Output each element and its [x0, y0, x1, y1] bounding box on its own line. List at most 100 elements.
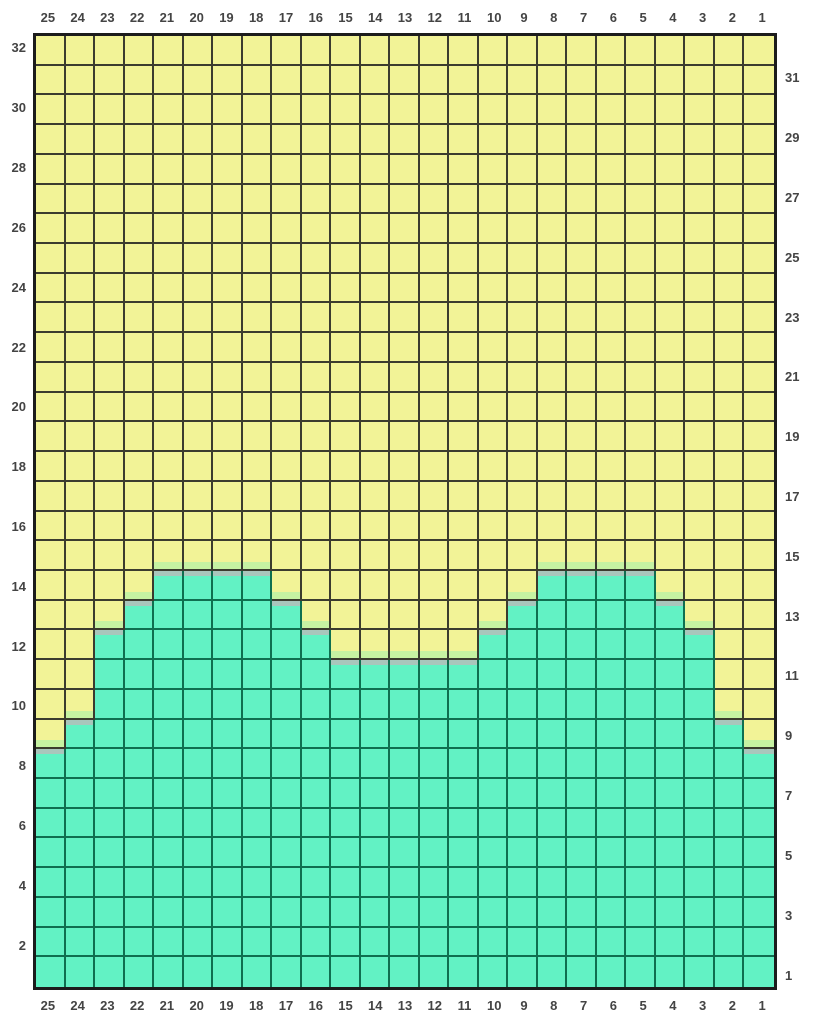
grid-cell-r15-c13	[390, 541, 420, 571]
grid-cell-r16-c20	[183, 511, 214, 542]
grid-cell-r22-c6	[596, 333, 627, 363]
grid-cell-r20-c19	[213, 392, 243, 423]
grid-cell-r4-c15	[331, 868, 361, 898]
grid-cell-r28-c24	[65, 154, 96, 185]
grid-cell-r3-c19	[213, 897, 243, 928]
grid-cell-r15-c18	[242, 541, 273, 571]
grid-cell-r29-c7	[567, 125, 597, 155]
grid-cell-r23-c19	[213, 303, 243, 334]
grid-cell-r20-c23	[95, 392, 125, 423]
grid-cell-r22-c22	[124, 333, 155, 363]
grid-cell-r1-c22	[124, 957, 155, 987]
grid-cell-r24-c25	[36, 273, 66, 304]
grid-cell-r5-c19	[213, 838, 243, 869]
grid-cell-r8-c17	[272, 749, 302, 779]
grid-cell-r10-c2	[714, 689, 745, 720]
grid-cell-r10-c16	[301, 689, 332, 720]
grid-cell-r30-c17	[272, 95, 302, 126]
grid-cell-r18-c12	[419, 452, 450, 482]
grid-cell-r29-c15	[331, 125, 361, 155]
row-labels-left: 32 30 28 26 24 22 20 18 16 14 12 10 8 6 4 2	[0, 33, 26, 990]
grid-cell-r21-c6	[596, 362, 627, 393]
grid-cell-r7-c22	[124, 778, 155, 809]
row-label-right	[785, 272, 814, 302]
grid-cell-r20-c5	[626, 392, 656, 423]
grid-cell-r14-c3	[685, 570, 715, 601]
column-label: 15	[338, 9, 353, 25]
grid-cell-r6-c2	[714, 808, 745, 839]
grid-cell-r6-c23	[95, 808, 125, 839]
grid-cell-r9-c1	[744, 719, 774, 750]
row-label-left: 6	[18, 818, 26, 834]
grid-cell-r13-c3	[685, 600, 715, 631]
grid-cell-r9-c16	[301, 719, 332, 750]
grid-cell-r19-c21	[154, 422, 184, 453]
grid-cell-r11-c25	[36, 660, 66, 690]
grid-cell-r13-c13	[390, 600, 420, 631]
grid-cell-r18-c1	[744, 452, 774, 482]
grid-cell-r22-c5	[626, 333, 656, 363]
column-label: 13	[397, 997, 413, 1013]
grid-cell-r31-c22	[124, 65, 155, 96]
grid-cell-r15-c14	[360, 541, 391, 571]
grid-cell-r16-c8	[537, 511, 568, 542]
grid-cell-r7-c7	[567, 778, 597, 809]
grid-cell-r13-c16	[301, 600, 332, 631]
grid-cell-r12-c3	[685, 630, 715, 661]
grid-cell-r18-c18	[242, 452, 273, 482]
grid-cell-r27-c4	[655, 184, 686, 215]
grid-cell-r27-c12	[419, 184, 450, 215]
grid-cell-r31-c4	[655, 65, 686, 96]
grid-cell-r22-c2	[714, 333, 745, 363]
column-label: 9	[520, 997, 528, 1013]
grid-cell-r6-c21	[154, 808, 184, 839]
grid-cell-r9-c25	[36, 719, 66, 750]
grid-cell-r29-c16	[301, 125, 332, 155]
grid-cell-r17-c22	[124, 481, 155, 512]
grid-cell-r7-c16	[301, 778, 332, 809]
grid-cell-r13-c8	[537, 600, 568, 631]
row-label-right	[785, 811, 814, 841]
grid-cell-r4-c11	[449, 868, 479, 898]
grid-cell-r12-c7	[567, 630, 597, 661]
grid-cell-r2-c23	[95, 927, 125, 958]
grid-cell-r16-c1	[744, 511, 774, 542]
grid-cell-r8-c9	[508, 749, 538, 779]
grid-cell-r2-c21	[154, 927, 184, 958]
grid-cell-r17-c20	[183, 481, 214, 512]
grid-cell-r12-c12	[419, 630, 450, 661]
grid-cell-r27-c11	[449, 184, 479, 215]
grid-cell-r23-c10	[478, 303, 509, 334]
grid-cell-r25-c13	[390, 244, 420, 274]
grid-cell-r10-c18	[242, 689, 273, 720]
row-label-right	[785, 512, 814, 542]
grid-cell-r1-c4	[655, 957, 686, 987]
grid-cell-r17-c13	[390, 481, 420, 512]
row-label-right: 15	[785, 548, 800, 564]
grid-cell-r30-c3	[685, 95, 715, 126]
grid-cell-r29-c8	[537, 125, 568, 155]
grid-cell-r2-c6	[596, 927, 627, 958]
grid-cell-r10-c21	[154, 689, 184, 720]
grid-cell-r11-c13	[390, 660, 420, 690]
grid-cell-r17-c24	[65, 481, 96, 512]
grid-cell-r12-c11	[449, 630, 479, 661]
grid-cell-r28-c16	[301, 154, 332, 185]
grid-cell-r22-c20	[183, 333, 214, 363]
grid-cell-r26-c3	[685, 214, 715, 245]
grid-cell-r23-c20	[183, 303, 214, 334]
grid-cell-r16-c4	[655, 511, 686, 542]
grid-cell-r21-c14	[360, 362, 391, 393]
grid-cell-r5-c9	[508, 838, 538, 869]
grid-cell-r2-c17	[272, 927, 302, 958]
grid-cell-r1-c16	[301, 957, 332, 987]
grid-cell-r2-c5	[626, 927, 656, 958]
grid-cell-r3-c13	[390, 897, 420, 928]
grid-cell-r6-c20	[183, 808, 214, 839]
grid-cell-r15-c20	[183, 541, 214, 571]
grid-cell-r19-c11	[449, 422, 479, 453]
grid-cell-r32-c15	[331, 36, 361, 66]
grid-cell-r12-c24	[65, 630, 96, 661]
grid-cell-r11-c6	[596, 660, 627, 690]
grid-cell-r5-c18	[242, 838, 273, 869]
